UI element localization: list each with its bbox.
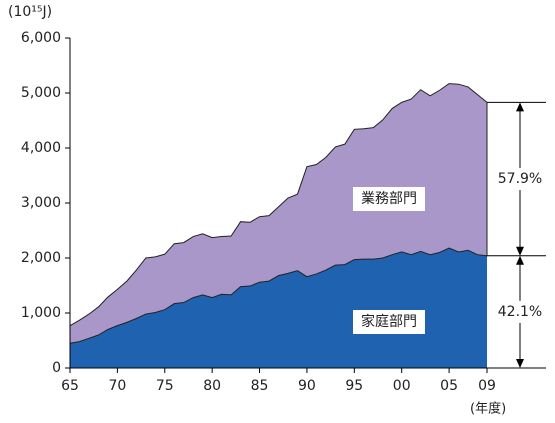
annotation-box (492, 168, 548, 191)
y-tick-label: 5,000 (21, 85, 61, 101)
annotation: 42.1% (498, 304, 542, 320)
x-tick-label: 85 (251, 378, 269, 394)
x-tick-label: 65 (61, 378, 79, 394)
legend-label: 家庭部門 (361, 313, 417, 330)
x-tick-label: 00 (393, 378, 411, 394)
x-tick-label: 80 (203, 378, 221, 394)
y-tick-label: 2,000 (21, 250, 61, 266)
annotation: 57.9% (498, 171, 542, 187)
y-tick-label: 1,000 (21, 305, 61, 321)
y-tick-label: 3,000 (21, 195, 61, 211)
x-tick-label: 90 (298, 378, 316, 394)
x-tick-label: 95 (345, 378, 363, 394)
annotation-box (492, 300, 548, 323)
legend-label: 業務部門 (361, 191, 417, 207)
y-tick-label: 4,000 (21, 140, 61, 156)
y-tick-label: 0 (52, 360, 61, 376)
x-tick-label: 75 (156, 378, 174, 394)
arrow-head (516, 359, 524, 368)
area (70, 248, 487, 368)
arrow-head (516, 255, 524, 265)
arrow-head (516, 246, 524, 256)
x-tick-label: 09 (478, 378, 496, 394)
x-tick-label: 70 (108, 378, 126, 394)
label-box (353, 187, 425, 211)
y-tick-label: 6,000 (21, 30, 61, 46)
x-tick-label: 05 (440, 378, 458, 394)
label-box (353, 310, 425, 334)
x-axis-label: (年度) (470, 401, 506, 417)
arrow-head (516, 102, 524, 112)
y-axis-label: (10¹⁵J) (8, 4, 52, 20)
